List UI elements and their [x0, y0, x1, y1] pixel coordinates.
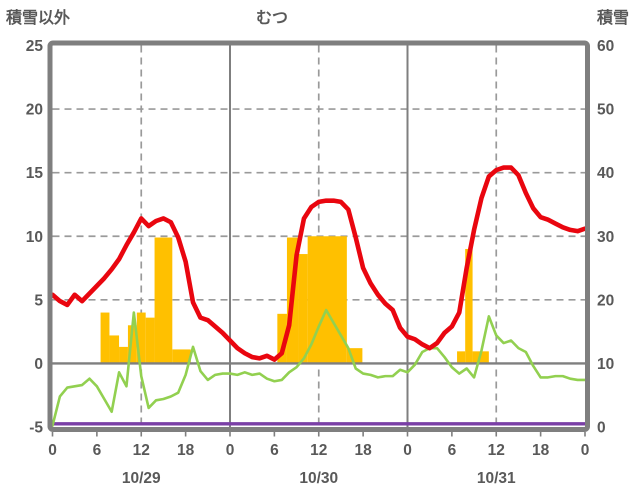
precipitation-bar [109, 335, 120, 364]
x-tick-label: 6 [448, 442, 457, 459]
precipitation-bar [154, 237, 173, 364]
right-tick-label: 10 [597, 356, 614, 373]
precipitation-bar [457, 351, 466, 364]
precipitation-bar [298, 254, 308, 364]
right-tick-label: 60 [597, 38, 614, 55]
precipitation-bar [172, 349, 191, 364]
x-tick-label: 12 [310, 442, 327, 459]
left-tick-label: 20 [26, 102, 43, 119]
precipitation-bar [145, 317, 155, 364]
left-tick-label: 25 [26, 38, 44, 55]
temperature-line [50, 165, 588, 362]
plot-border [47, 40, 590, 432]
left-tick-label: 0 [34, 356, 43, 373]
date-label: 10/29 [122, 470, 161, 487]
x-tick-label: 18 [532, 442, 550, 459]
right-tick-label: 50 [597, 102, 614, 119]
chart-title: むつ [255, 10, 289, 27]
precipitation-bar [307, 236, 347, 364]
right-axis-title: 積雪 [596, 10, 629, 27]
x-tick-label: 18 [177, 442, 195, 459]
x-tick-label: 12 [488, 442, 505, 459]
x-tick-label: 0 [403, 442, 412, 459]
left-tick-label: 15 [26, 165, 44, 182]
right-tick-label: 30 [597, 229, 614, 246]
precipitation-bar [465, 248, 473, 364]
precipitation-bar [100, 312, 110, 364]
left-tick-label: 10 [26, 229, 43, 246]
x-tick-label: 18 [355, 442, 373, 459]
date-label: 10/30 [299, 470, 338, 487]
precipitation-bar [277, 313, 287, 364]
x-tick-label: 12 [133, 442, 150, 459]
x-tick-label: 6 [93, 442, 102, 459]
right-tick-label: 20 [597, 292, 614, 309]
precipitation-bar [119, 346, 128, 364]
x-tick-label: 0 [581, 442, 590, 459]
x-tick-label: 6 [270, 442, 279, 459]
left-axis-title: 積雪以外 [6, 10, 71, 27]
left-tick-label: 5 [34, 292, 43, 309]
x-tick-label: 0 [48, 442, 57, 459]
precipitation-bar [136, 312, 146, 364]
precipitation-bar [127, 325, 137, 364]
x-tick-label: 0 [226, 442, 235, 459]
right-tick-label: 0 [597, 420, 606, 437]
left-tick-label: -5 [29, 420, 43, 437]
wind-line [51, 308, 587, 428]
date-label: 10/31 [477, 470, 516, 487]
right-tick-label: 40 [597, 165, 614, 182]
